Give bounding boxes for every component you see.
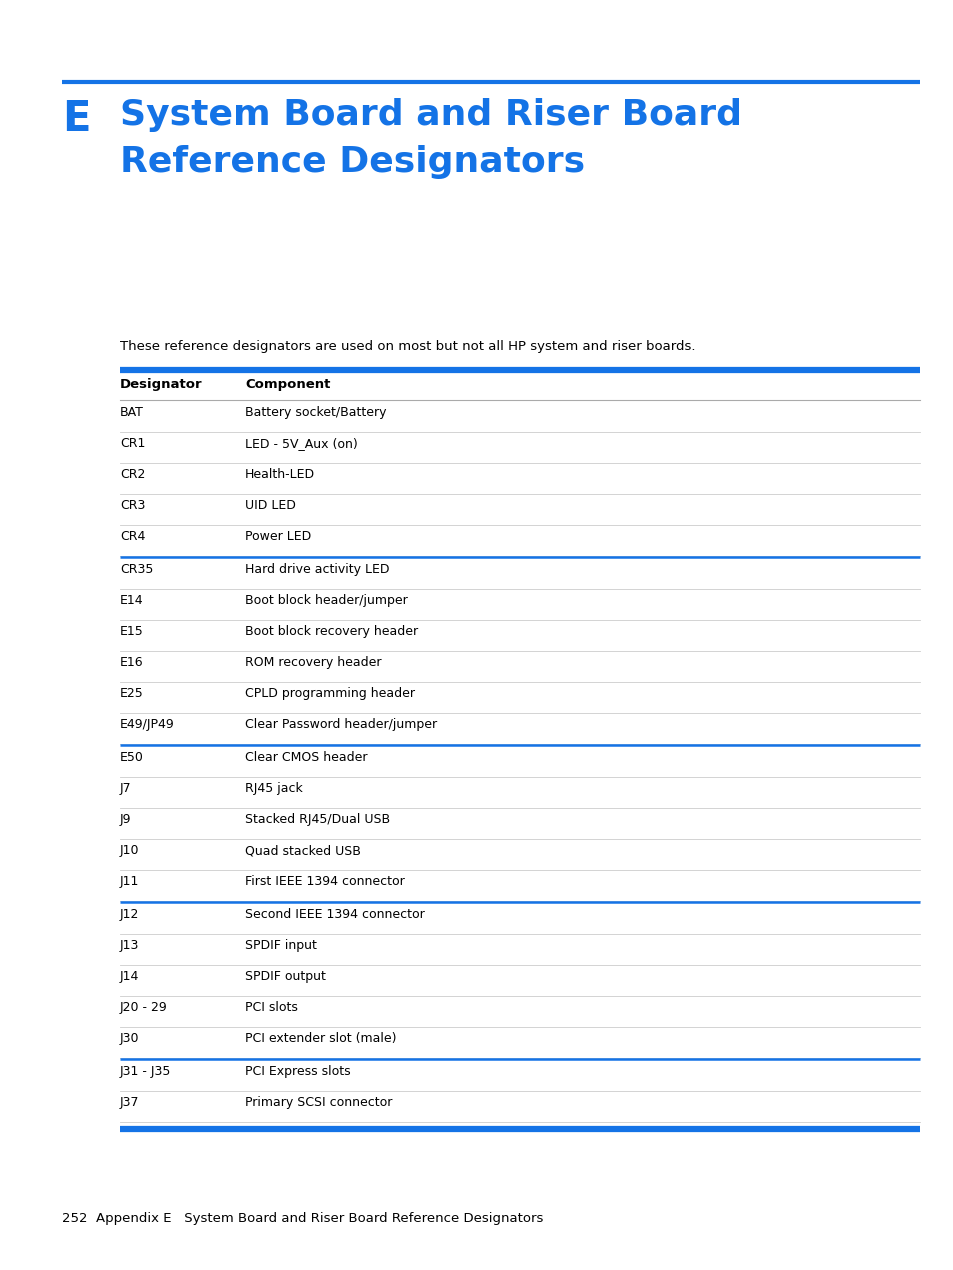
Text: Battery socket/Battery: Battery socket/Battery bbox=[245, 406, 386, 419]
Text: E16: E16 bbox=[120, 657, 144, 669]
Text: Power LED: Power LED bbox=[245, 530, 311, 544]
Text: J37: J37 bbox=[120, 1096, 139, 1109]
Text: These reference designators are used on most but not all HP system and riser boa: These reference designators are used on … bbox=[120, 340, 695, 353]
Text: J14: J14 bbox=[120, 970, 139, 983]
Text: Health-LED: Health-LED bbox=[245, 469, 314, 481]
Text: Clear Password header/jumper: Clear Password header/jumper bbox=[245, 718, 436, 732]
Text: Quad stacked USB: Quad stacked USB bbox=[245, 845, 360, 857]
Text: BAT: BAT bbox=[120, 406, 144, 419]
Text: J9: J9 bbox=[120, 813, 132, 826]
Text: CR2: CR2 bbox=[120, 469, 145, 481]
Text: 252  Appendix E   System Board and Riser Board Reference Designators: 252 Appendix E System Board and Riser Bo… bbox=[62, 1212, 543, 1226]
Text: UID LED: UID LED bbox=[245, 499, 295, 512]
Text: J30: J30 bbox=[120, 1033, 139, 1045]
Text: J13: J13 bbox=[120, 939, 139, 952]
Text: Boot block header/jumper: Boot block header/jumper bbox=[245, 594, 407, 607]
Text: SPDIF input: SPDIF input bbox=[245, 939, 316, 952]
Text: First IEEE 1394 connector: First IEEE 1394 connector bbox=[245, 875, 404, 888]
Text: Hard drive activity LED: Hard drive activity LED bbox=[245, 563, 389, 577]
Text: E25: E25 bbox=[120, 687, 144, 700]
Text: E49/JP49: E49/JP49 bbox=[120, 718, 174, 732]
Text: ROM recovery header: ROM recovery header bbox=[245, 657, 381, 669]
Text: Component: Component bbox=[245, 378, 330, 391]
Text: RJ45 jack: RJ45 jack bbox=[245, 782, 302, 795]
Text: Designator: Designator bbox=[120, 378, 202, 391]
Text: Boot block recovery header: Boot block recovery header bbox=[245, 625, 417, 638]
Text: PCI Express slots: PCI Express slots bbox=[245, 1066, 351, 1078]
Text: Reference Designators: Reference Designators bbox=[120, 145, 584, 179]
Text: J20 - 29: J20 - 29 bbox=[120, 1001, 168, 1013]
Text: SPDIF output: SPDIF output bbox=[245, 970, 326, 983]
Text: CPLD programming header: CPLD programming header bbox=[245, 687, 415, 700]
Text: Stacked RJ45/Dual USB: Stacked RJ45/Dual USB bbox=[245, 813, 390, 826]
Text: LED - 5V_Aux (on): LED - 5V_Aux (on) bbox=[245, 437, 357, 450]
Text: CR1: CR1 bbox=[120, 437, 145, 450]
Text: PCI slots: PCI slots bbox=[245, 1001, 297, 1013]
Text: E15: E15 bbox=[120, 625, 144, 638]
Text: System Board and Riser Board: System Board and Riser Board bbox=[120, 98, 741, 132]
Text: E14: E14 bbox=[120, 594, 144, 607]
Text: PCI extender slot (male): PCI extender slot (male) bbox=[245, 1033, 396, 1045]
Text: CR3: CR3 bbox=[120, 499, 145, 512]
Text: J11: J11 bbox=[120, 875, 139, 888]
Text: E50: E50 bbox=[120, 751, 144, 765]
Text: Primary SCSI connector: Primary SCSI connector bbox=[245, 1096, 392, 1109]
Text: J7: J7 bbox=[120, 782, 132, 795]
Text: J31 - J35: J31 - J35 bbox=[120, 1066, 172, 1078]
Text: J12: J12 bbox=[120, 908, 139, 921]
Text: E: E bbox=[62, 98, 91, 140]
Text: CR35: CR35 bbox=[120, 563, 153, 577]
Text: CR4: CR4 bbox=[120, 530, 145, 544]
Text: Second IEEE 1394 connector: Second IEEE 1394 connector bbox=[245, 908, 424, 921]
Text: Clear CMOS header: Clear CMOS header bbox=[245, 751, 367, 765]
Text: J10: J10 bbox=[120, 845, 139, 857]
